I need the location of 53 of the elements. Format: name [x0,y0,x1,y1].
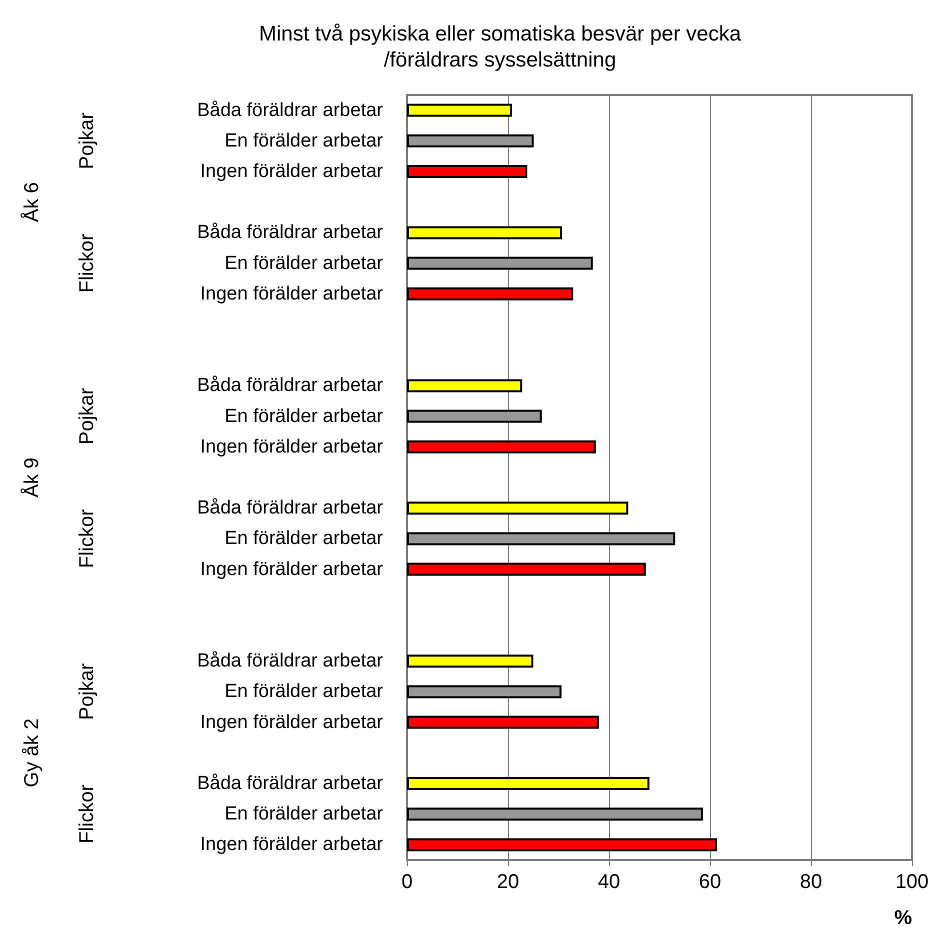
bar [407,287,574,300]
y-tick-label: Båda föräldrar arbetar [197,773,384,794]
y-tick-label: Ingen förälder arbetar [200,283,384,304]
text: Flickor [76,508,98,568]
bar [407,379,522,392]
text: Flickor [76,234,98,293]
chart-title: Minst två psykiska eller somatiska besvär per vecka /föräldrars sysselsättning [258,22,742,72]
bar [407,654,534,668]
x-tick-label: 80 [800,871,822,893]
bar [407,104,512,117]
bar [407,256,593,270]
text: Gy åk 2 [21,718,43,788]
bar [407,134,534,148]
bar [407,165,528,178]
x-axis-title: % [894,907,912,929]
y-tick-label: En förälder arbetar [224,681,384,702]
y-tick-label: Båda föräldrar arbetar [197,222,384,244]
x-tick-label: 0 [401,871,413,893]
text: Åk 9 [20,457,43,498]
y-tick-label: Ingen förälder arbetar [200,712,384,733]
text: Pojkar [76,112,98,170]
bar [407,685,562,698]
y-tick-label: Båda föräldrar arbetar [197,375,384,396]
bar [407,410,542,423]
x-tick-label: 60 [698,871,722,893]
y-tick-label: Båda föräldrar arbetar [197,100,384,121]
y-tick-label: Ingen förälder arbetar [200,834,384,856]
y-tick-label: En förälder arbetar [224,130,384,152]
y-tick-label: Ingen förälder arbetar [200,436,384,458]
text: Pojkar [76,388,98,445]
text: Flickor [76,784,98,844]
y-tick-label: En förälder arbetar [224,406,384,427]
text: Åk 6 [20,182,43,222]
bar [407,226,562,240]
y-tick-label: Ingen förälder arbetar [200,558,384,580]
y-tick-label: Båda föräldrar arbetar [197,498,384,519]
y-tick-label: Båda föräldrar arbetar [197,650,384,672]
y-tick-label: En förälder arbetar [224,252,384,274]
x-tick-label: 40 [598,871,620,893]
y-tick-label: En förälder arbetar [224,528,384,550]
bar [407,777,650,790]
x-tick-label: 20 [496,871,520,893]
bar [407,532,676,546]
bar [407,716,599,729]
bar [407,808,703,821]
bar [407,838,718,852]
x-tick-label: 100 [895,871,929,893]
bar [407,562,646,576]
bar [407,502,628,515]
bar [407,440,596,454]
y-tick-label: En förälder arbetar [224,804,384,825]
text: Pojkar [76,663,98,720]
y-tick-label: Ingen förälder arbetar [200,161,384,182]
